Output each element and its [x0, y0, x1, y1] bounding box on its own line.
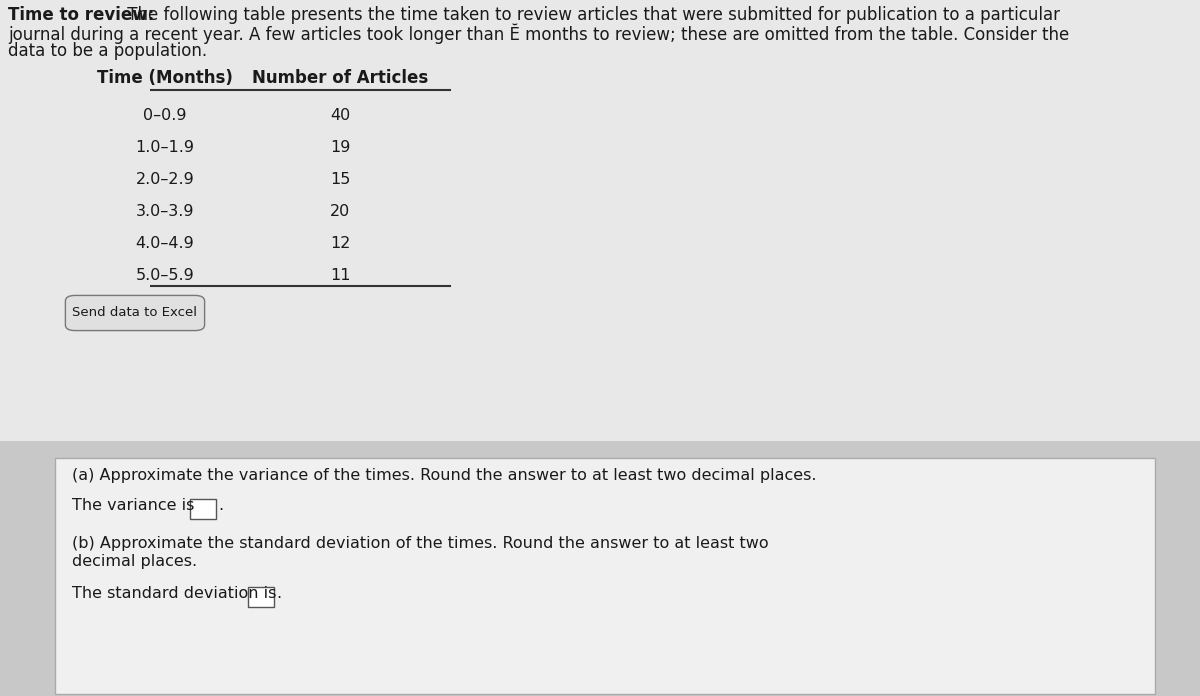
Text: 15: 15	[330, 172, 350, 187]
Text: 0–0.9: 0–0.9	[143, 108, 187, 123]
Text: The standard deviation is: The standard deviation is	[72, 586, 276, 601]
Text: (a) Approximate the variance of the times. Round the answer to at least two deci: (a) Approximate the variance of the time…	[72, 468, 816, 483]
Text: Time (Months): Time (Months)	[97, 69, 233, 87]
Text: 12: 12	[330, 236, 350, 251]
FancyBboxPatch shape	[190, 499, 216, 519]
Text: 4.0–4.9: 4.0–4.9	[136, 236, 194, 251]
Text: 19: 19	[330, 140, 350, 155]
Text: .: .	[218, 498, 223, 513]
Text: The following table presents the time taken to review articles that were submitt: The following table presents the time ta…	[122, 6, 1060, 24]
Text: Time to review:: Time to review:	[8, 6, 155, 24]
Text: decimal places.: decimal places.	[72, 554, 197, 569]
Text: data to be a population.: data to be a population.	[8, 42, 208, 60]
Text: 20: 20	[330, 204, 350, 219]
Text: Number of Articles: Number of Articles	[252, 69, 428, 87]
FancyBboxPatch shape	[0, 0, 1200, 441]
Text: (b) Approximate the standard deviation of the times. Round the answer to at leas: (b) Approximate the standard deviation o…	[72, 536, 769, 551]
FancyBboxPatch shape	[55, 458, 1154, 694]
Text: 11: 11	[330, 268, 350, 283]
Text: journal during a recent year. A few articles took longer than Ĕ months to review: journal during a recent year. A few arti…	[8, 24, 1069, 45]
FancyBboxPatch shape	[66, 295, 205, 331]
Text: .: .	[276, 586, 281, 601]
Text: 1.0–1.9: 1.0–1.9	[136, 140, 194, 155]
FancyBboxPatch shape	[248, 587, 274, 607]
Text: 2.0–2.9: 2.0–2.9	[136, 172, 194, 187]
Text: 40: 40	[330, 108, 350, 123]
Text: 3.0–3.9: 3.0–3.9	[136, 204, 194, 219]
Text: The variance is: The variance is	[72, 498, 194, 513]
Text: 5.0–5.9: 5.0–5.9	[136, 268, 194, 283]
Text: Send data to Excel: Send data to Excel	[72, 306, 198, 319]
